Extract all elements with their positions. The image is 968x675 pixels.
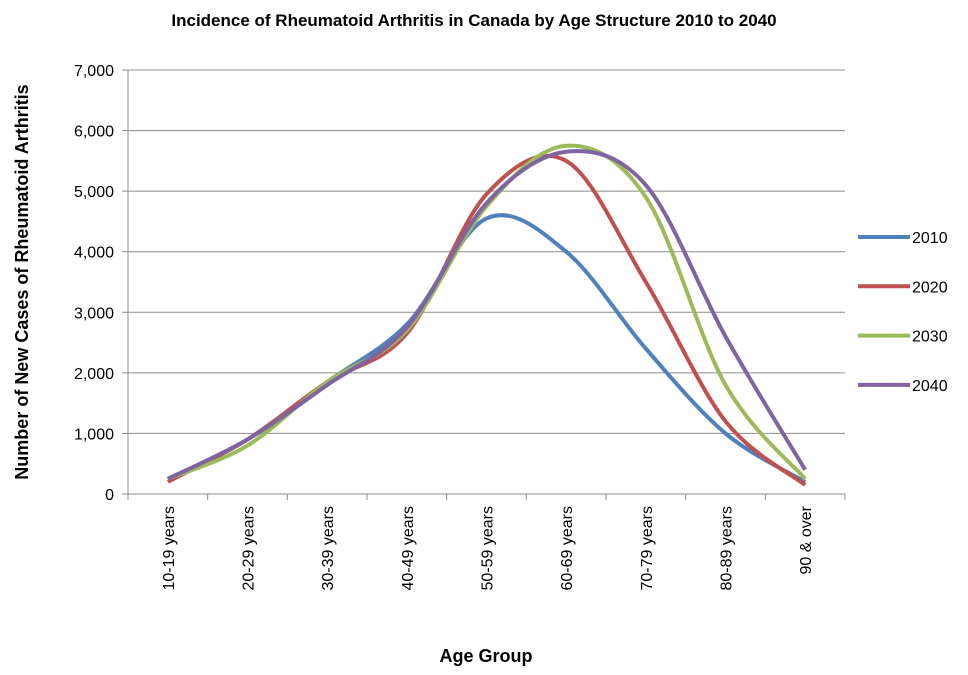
x-tick-label: 40-49 years bbox=[400, 506, 417, 591]
legend-label: 2010 bbox=[912, 230, 948, 247]
legend-label: 2040 bbox=[912, 378, 948, 395]
x-tick-label: 30-39 years bbox=[320, 506, 337, 591]
y-tick-label: 5,000 bbox=[74, 184, 114, 201]
y-tick-label: 3,000 bbox=[74, 305, 114, 322]
x-tick-label: 20-29 years bbox=[241, 506, 258, 591]
y-tick-label: 0 bbox=[105, 487, 114, 504]
legend-label: 2020 bbox=[912, 279, 948, 296]
y-tick-label: 1,000 bbox=[74, 426, 114, 443]
y-tick-label: 4,000 bbox=[74, 245, 114, 262]
x-tick-label: 50-59 years bbox=[480, 506, 497, 591]
legend-label: 2030 bbox=[912, 329, 948, 346]
chart-title: Incidence of Rheumatoid Arthritis in Can… bbox=[171, 11, 776, 30]
series-line bbox=[166, 149, 807, 481]
x-axis-label: Age Group bbox=[440, 646, 533, 666]
x-tick-label: 80-89 years bbox=[719, 506, 736, 591]
y-tick-label: 7,000 bbox=[74, 63, 114, 80]
x-tick-label: 10-19 years bbox=[161, 506, 178, 591]
y-tick-label: 2,000 bbox=[74, 366, 114, 383]
x-tick-label: 70-79 years bbox=[639, 506, 656, 591]
y-tick-label: 6,000 bbox=[74, 124, 114, 141]
x-tick-label: 90 & over bbox=[798, 505, 815, 574]
y-axis-label: Number of New Cases of Rheumatoid Arthri… bbox=[12, 84, 32, 479]
x-tick-label: 60-69 years bbox=[559, 506, 576, 591]
